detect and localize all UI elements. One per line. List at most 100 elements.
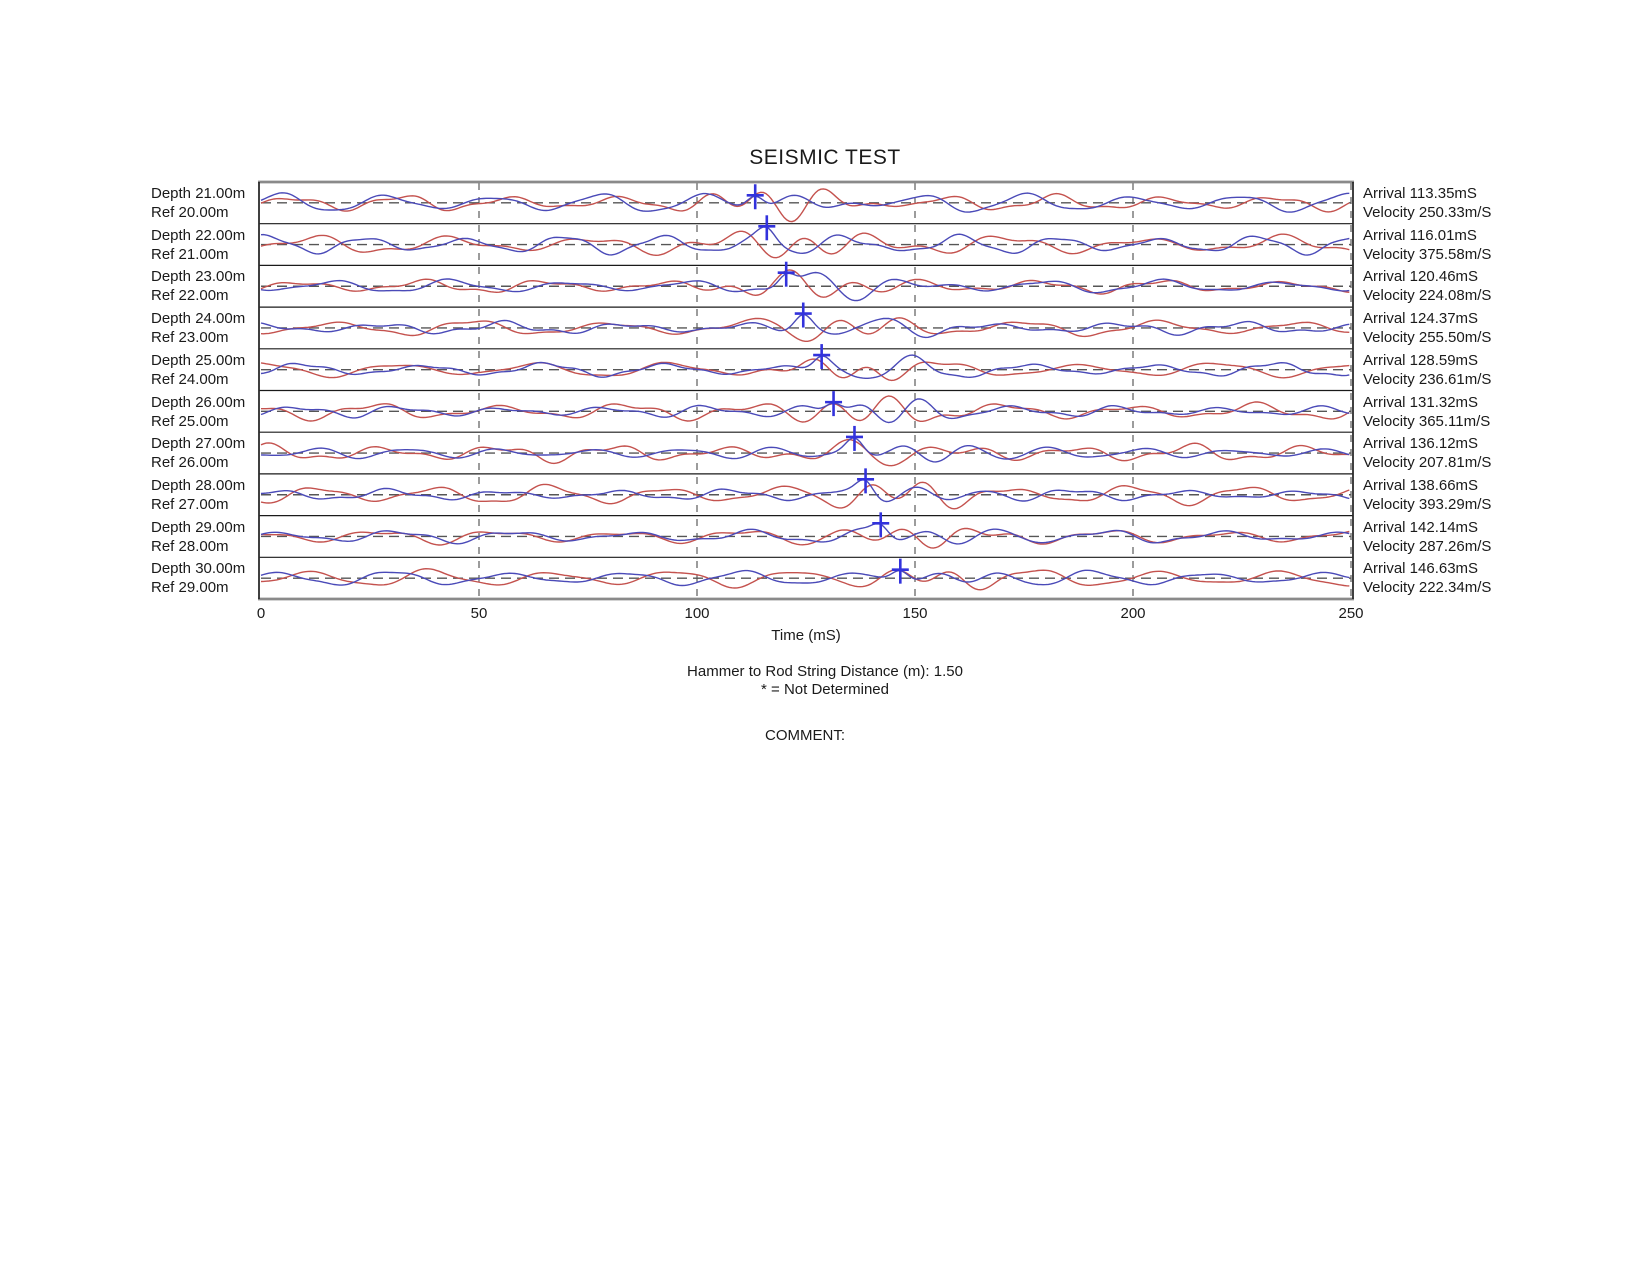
trace-right-label: Arrival 131.32mS Velocity 365.11m/S — [1363, 393, 1490, 431]
trace-ref-label: Ref 25.00m — [151, 412, 229, 430]
reference-waveform — [261, 395, 1350, 423]
response-waveform — [260, 354, 1350, 379]
response-waveform — [260, 226, 1350, 256]
arrival-marker — [845, 425, 863, 451]
trace-velocity-label: Velocity 236.61m/S — [1363, 370, 1492, 388]
response-waveform — [260, 569, 1350, 587]
comment-label: COMMENT: — [765, 727, 845, 744]
response-waveform — [260, 271, 1350, 302]
response-waveform — [260, 522, 1350, 545]
trace-ref-label: Ref 22.00m — [151, 287, 229, 305]
x-axis-title: Time (mS) — [771, 627, 841, 644]
x-tick-label-150: 150 — [902, 605, 928, 622]
trace-arrival-label: Arrival 131.32mS — [1363, 393, 1479, 411]
reference-waveform — [260, 317, 1350, 342]
response-waveform — [260, 314, 1350, 339]
trace-velocity-label: Velocity 375.58m/S — [1363, 245, 1492, 263]
trace-arrival-label: Arrival 142.14mS — [1363, 518, 1479, 536]
trace-depth-label: Depth 23.00m — [151, 268, 246, 286]
reference-waveform — [260, 438, 1350, 467]
trace-depth-label: Depth 21.00m — [151, 185, 246, 202]
trace-left-label: Depth 24.00m Ref 23.00m — [151, 309, 245, 347]
waveform-plot — [258, 180, 1354, 601]
reference-waveform — [260, 230, 1350, 259]
trace-velocity-label: Velocity 255.50m/S — [1363, 329, 1492, 347]
trace-left-label: Depth 30.00m Ref 29.00m — [151, 559, 245, 597]
trace-depth-label: Depth 30.00m — [151, 560, 246, 578]
trace-right-label: Arrival 120.46mS Velocity 224.08m/S — [1363, 267, 1491, 305]
trace-depth-label: Depth 25.00m — [151, 351, 246, 369]
x-tick-label-100: 100 — [684, 605, 710, 622]
trace-depth-label: Depth 29.00m — [151, 518, 246, 536]
trace-velocity-label: Velocity 250.33m/S — [1363, 204, 1492, 221]
reference-waveform — [260, 481, 1350, 510]
trace-depth-label: Depth 28.00m — [151, 476, 246, 494]
trace-right-label: Arrival 142.14mS Velocity 287.26m/S — [1363, 518, 1491, 556]
trace-ref-label: Ref 26.00m — [151, 454, 229, 472]
trace-ref-label: Ref 28.00m — [151, 537, 229, 555]
trace-ref-label: Ref 21.00m — [151, 245, 229, 263]
trace-arrival-label: Arrival 128.59mS — [1363, 351, 1479, 369]
trace-ref-label: Ref 27.00m — [151, 495, 229, 513]
trace-ref-label: Ref 20.00m — [151, 204, 229, 221]
trace-right-label: Arrival 128.59mS Velocity 236.61m/S — [1363, 351, 1491, 389]
trace-velocity-label: Velocity 287.26m/S — [1363, 537, 1492, 555]
trace-arrival-label: Arrival 120.46mS — [1363, 268, 1479, 286]
hammer-distance-note: Hammer to Rod String Distance (m): 1.50 — [687, 663, 963, 680]
trace-depth-label: Depth 24.00m — [151, 310, 246, 328]
trace-left-label: Depth 27.00m Ref 26.00m — [151, 434, 245, 472]
trace-ref-label: Ref 23.00m — [151, 329, 229, 347]
arrival-marker — [857, 468, 875, 494]
arrival-marker — [794, 302, 812, 328]
trace-left-label: Depth 28.00m Ref 27.00m — [151, 476, 245, 514]
trace-arrival-label: Arrival 138.66mS — [1363, 476, 1479, 494]
trace-arrival-label: Arrival 116.01mS — [1363, 226, 1477, 244]
trace-velocity-label: Velocity 393.29m/S — [1363, 495, 1492, 513]
trace-depth-label: Depth 22.00m — [151, 226, 246, 244]
trace-ref-label: Ref 29.00m — [151, 579, 229, 597]
trace-left-label: Depth 25.00m Ref 24.00m — [151, 351, 245, 389]
trace-velocity-label: Velocity 224.08m/S — [1363, 287, 1492, 305]
trace-velocity-label: Velocity 222.34m/S — [1363, 579, 1492, 597]
trace-velocity-label: Velocity 207.81m/S — [1363, 454, 1492, 472]
trace-arrival-label: Arrival 124.37mS — [1363, 310, 1479, 328]
trace-left-label: Depth 23.00m Ref 22.00m — [151, 267, 245, 305]
arrival-marker — [813, 344, 831, 370]
reference-waveform — [260, 269, 1350, 298]
trace-left-label: Depth 26.00m Ref 25.00m — [151, 393, 245, 431]
x-tick-label-0: 0 — [256, 605, 266, 622]
trace-right-label: Arrival 146.63mS Velocity 222.34m/S — [1363, 559, 1491, 597]
trace-right-label: Arrival 116.01mS Velocity 375.58m/S — [1363, 226, 1491, 264]
trace-arrival-label: Arrival 146.63mS — [1363, 560, 1479, 578]
chart-title: SEISMIC TEST — [749, 146, 901, 169]
x-tick-label-200: 200 — [1120, 605, 1146, 622]
x-tick-label-250: 250 — [1338, 605, 1364, 622]
arrival-marker — [777, 261, 795, 287]
response-waveform — [260, 437, 1350, 463]
trace-left-label: Depth 22.00m Ref 21.00m — [151, 226, 245, 264]
arrival-marker — [891, 558, 909, 584]
trace-left-label: Depth 29.00m Ref 28.00m — [151, 518, 245, 556]
trace-right-label: Arrival 113.35mS Velocity 250.33m/S — [1363, 184, 1491, 222]
arrival-marker — [825, 391, 843, 417]
response-waveform — [260, 398, 1350, 424]
trace-left-label: Depth 21.00m Ref 20.00m — [151, 184, 245, 222]
trace-right-label: Arrival 136.12mS Velocity 207.81m/S — [1363, 434, 1491, 472]
arrival-marker — [758, 215, 776, 241]
trace-arrival-label: Arrival 136.12mS — [1363, 435, 1479, 453]
trace-velocity-label: Velocity 365.11m/S — [1363, 412, 1491, 430]
reference-waveform — [260, 527, 1350, 549]
not-determined-note: * = Not Determined — [761, 681, 889, 698]
trace-depth-label: Depth 27.00m — [151, 435, 246, 453]
trace-right-label: Arrival 124.37mS Velocity 255.50m/S — [1363, 309, 1491, 347]
reference-waveform — [260, 358, 1350, 382]
trace-arrival-label: Arrival 113.35mS — [1363, 185, 1477, 202]
response-waveform — [260, 192, 1350, 213]
x-tick-label-50: 50 — [470, 605, 488, 622]
trace-ref-label: Ref 24.00m — [151, 370, 229, 388]
trace-depth-label: Depth 26.00m — [151, 393, 246, 411]
reference-waveform — [260, 567, 1350, 591]
arrival-marker — [746, 184, 764, 210]
reference-waveform — [260, 188, 1350, 223]
